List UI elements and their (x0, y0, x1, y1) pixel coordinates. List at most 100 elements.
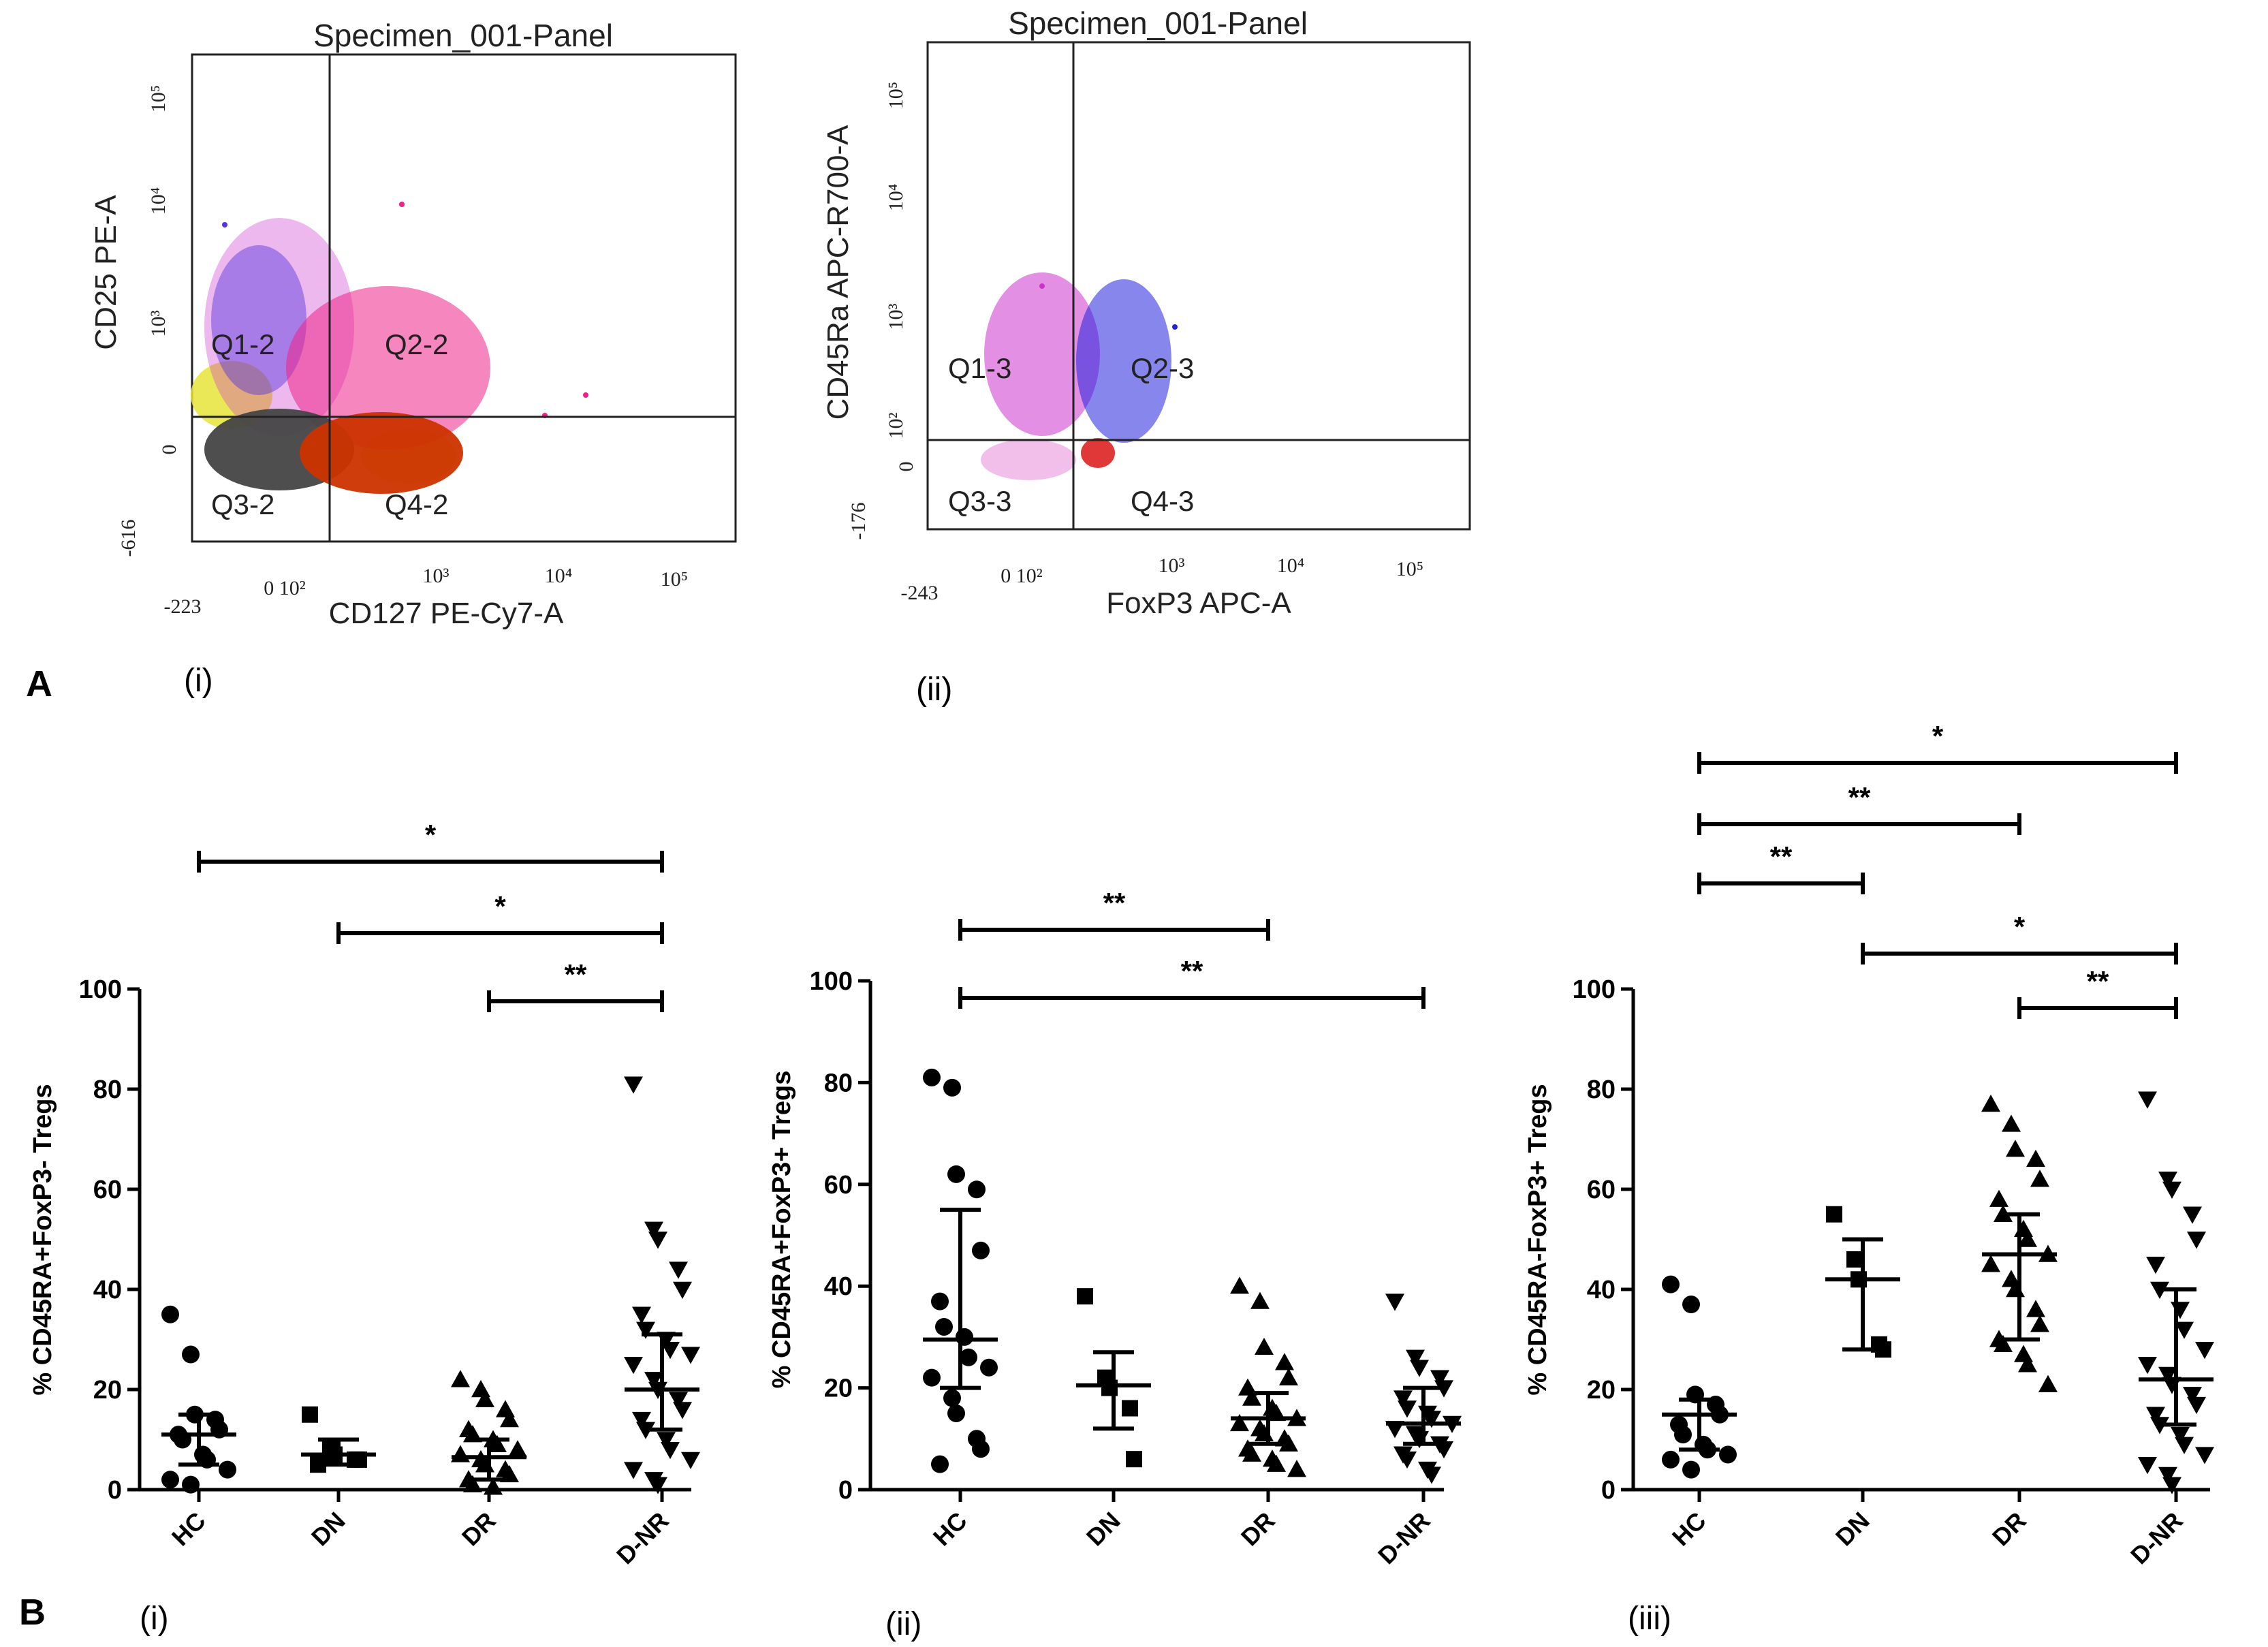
y-tick-label: 60 (93, 1176, 122, 1204)
data-point-triangle-down (1410, 1360, 1429, 1377)
y-axis-label: % CD45RA-FoxP3+ Tregs (1524, 1084, 1552, 1395)
data-point-triangle-up (488, 1434, 507, 1453)
flow-plot-1-ylabel: CD25 PE-A (89, 195, 123, 350)
data-point-triangle-down (2175, 1437, 2194, 1454)
y-tick-label: 80 (1587, 1076, 1616, 1104)
flow1-ytick: -616 (117, 520, 140, 557)
flow2-xtick: 0 10² (1001, 565, 1043, 587)
data-point-triangle-up (1267, 1454, 1286, 1472)
data-point-triangle-up (1230, 1413, 1249, 1432)
flow2-blue-cloud (1076, 279, 1171, 443)
y-axis-label: % CD45RA+FoxP3- Tregs (29, 1084, 57, 1395)
data-point-square (1826, 1206, 1842, 1223)
flow1-dot (222, 222, 227, 228)
data-point-triangle-down (2195, 1342, 2214, 1360)
data-point-triangle-down (636, 1321, 655, 1339)
flow-plot-2-q2: Q2-3 (1131, 352, 1194, 384)
data-point-circle (219, 1460, 236, 1479)
flow1-xtick: 10⁵ (661, 568, 688, 591)
x-category-label: HC (1667, 1507, 1712, 1552)
flow-plot-1-yticks: -616 0 10³ 10⁴ 10⁵ (117, 85, 180, 557)
data-point-circle (1662, 1275, 1680, 1293)
significance-label: * (2014, 911, 2026, 943)
significance-label: * (494, 890, 506, 922)
data-point-triangle-up (2030, 1315, 2049, 1332)
x-category-label: DR (1987, 1507, 2032, 1552)
data-point-triangle-up (2002, 1114, 2021, 1132)
y-tick-label: 20 (93, 1376, 122, 1405)
data-point-square (1122, 1400, 1138, 1417)
flow-plot-1-xticks: -223 0 10² 10³ 10⁴ 10⁵ (164, 565, 689, 618)
data-point-triangle-up (1230, 1276, 1249, 1294)
data-point-circle (935, 1317, 953, 1336)
data-point-circle (980, 1358, 998, 1377)
panel-a-sub-i: (i) (184, 663, 213, 699)
flow1-ytick: 10⁴ (147, 187, 170, 215)
data-point-triangle-down (2138, 1091, 2157, 1109)
significance-label: ** (1103, 887, 1126, 919)
x-category-label: DN (1081, 1507, 1126, 1552)
flow1-ytick: 10⁵ (147, 85, 170, 112)
y-tick-label: 100 (79, 975, 122, 1004)
flow2-xtick: 10⁴ (1277, 554, 1304, 577)
flow-plot-2-yticks: -176 0 10² 10³ 10⁴ 10⁵ (847, 82, 917, 540)
data-point-triangle-down (661, 1342, 680, 1360)
data-point-triangle-up (2018, 1355, 2037, 1372)
data-point-circle (182, 1475, 200, 1494)
data-point-circle (943, 1389, 961, 1407)
data-point-circle (943, 1078, 961, 1097)
flow1-xtick: 10⁴ (545, 565, 572, 587)
y-tick-label: 20 (1587, 1376, 1616, 1405)
y-tick-label: 60 (1587, 1176, 1616, 1204)
data-point-triangle-down (673, 1281, 692, 1299)
x-category-label: HC (166, 1507, 211, 1552)
flow-plot-1: Specimen_001-Panel Q1-2 Q2-2 Q3-2 Q4-2 -… (89, 18, 737, 630)
data-point-triangle-down (669, 1261, 688, 1279)
data-point-triangle-up (2018, 1229, 2037, 1247)
data-point-triangle-down (2158, 1366, 2177, 1384)
y-tick-label: 0 (108, 1476, 122, 1505)
flow-plot-2-q1: Q1-3 (948, 352, 1011, 384)
data-point-triangle-down (661, 1442, 680, 1460)
panel-b-sub-i: (i) (140, 1601, 169, 1637)
flow-plot-1-xlabel: CD127 PE-Cy7-A (329, 597, 564, 630)
significance-label: * (1932, 720, 1944, 752)
x-category-label: D-NR (1372, 1507, 1436, 1570)
y-tick-label: 40 (93, 1276, 122, 1304)
data-point-triangle-down (681, 1347, 700, 1364)
data-point-triangle-down (2138, 1457, 2157, 1475)
data-point-triangle-up (2030, 1170, 2049, 1187)
data-point-triangle-down (2162, 1181, 2182, 1199)
flow-plot-2-title: Specimen_001-Panel (1008, 5, 1308, 41)
data-point-square (1077, 1288, 1093, 1305)
data-point-triangle-down (624, 1076, 643, 1094)
flow-plot-2-xlabel: FoxP3 APC-A (1106, 586, 1291, 620)
data-point-circle (923, 1068, 941, 1086)
y-tick-label: 80 (93, 1076, 122, 1104)
flow-plot-1-q1: Q1-2 (211, 328, 274, 360)
data-point-triangle-up (2026, 1300, 2045, 1317)
data-point-triangle-down (1430, 1370, 1449, 1387)
significance-label: ** (1181, 955, 1203, 987)
data-point-triangle-down (673, 1402, 692, 1419)
data-point-triangle-up (1275, 1353, 1294, 1370)
data-point-circle (1662, 1450, 1680, 1469)
data-point-triangle-down (1385, 1293, 1404, 1311)
data-point-circle (947, 1165, 965, 1183)
data-point-triangle-up (484, 1477, 503, 1495)
data-point-circle (956, 1328, 973, 1346)
data-point-triangle-down (624, 1462, 643, 1479)
flow2-ytick: 10⁵ (885, 82, 907, 109)
flow2-xtick: 10³ (1159, 554, 1185, 577)
data-point-triangle-down (2183, 1206, 2202, 1224)
flow2-ytick: -176 (847, 503, 870, 540)
y-tick-label: 40 (1587, 1276, 1616, 1304)
flow2-xtick: -243 (901, 582, 939, 604)
y-tick-label: 0 (1601, 1476, 1616, 1505)
data-point-triangle-down (2146, 1257, 2165, 1274)
data-point-square (1846, 1251, 1863, 1268)
flow2-ytick: 10² (885, 413, 907, 439)
data-point-circle (1719, 1445, 1737, 1464)
flow-plot-2: Specimen_001-Panel Q1-3 Q2-3 Q3-3 Q4-3 -… (821, 5, 1471, 620)
